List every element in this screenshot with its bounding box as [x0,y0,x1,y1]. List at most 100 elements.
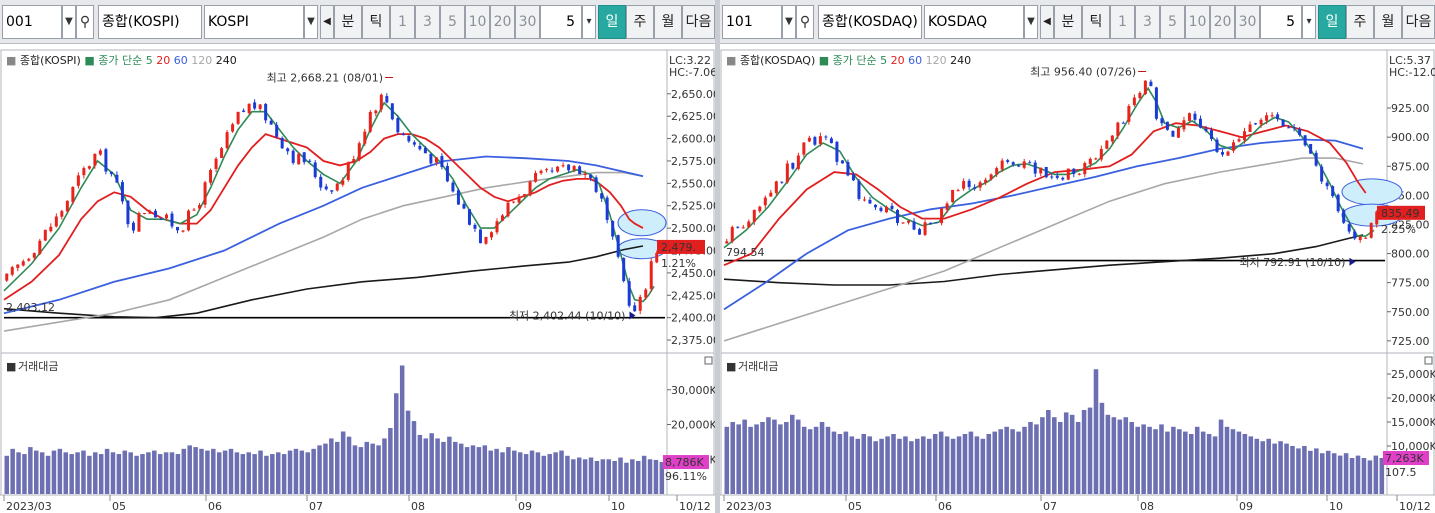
volume-bar [340,431,346,494]
candle-body [236,111,240,124]
candle-body [1160,118,1164,124]
panel-divider[interactable] [715,0,720,513]
volume-bar [211,448,216,494]
count-input[interactable]: 5 [540,5,582,39]
candle-body [148,212,152,214]
period-tick-button[interactable]: 틱 [1082,5,1110,39]
volume-bar [778,424,783,494]
candle-body [225,132,229,149]
period-30-button[interactable]: 30 [515,5,540,39]
next-button[interactable]: 다음 [1402,5,1435,39]
candle-body [1320,166,1324,182]
period-30-button[interactable]: 30 [1235,5,1260,39]
candle-body [247,103,251,114]
symbol-dropdown-icon[interactable]: ▼ [1024,5,1038,39]
volume-bar [849,436,855,494]
volume-bar [748,426,753,494]
volume-bar [1087,407,1093,494]
search-icon[interactable]: ⚲ [796,5,814,39]
y-tick-label: 2,550.00 [671,177,715,190]
volume-bar [879,438,884,494]
volume-bar [482,445,488,494]
period-10-button[interactable]: 10 [1185,5,1210,39]
candle-body [1209,130,1213,139]
volume-bar [311,448,316,494]
volume-bar [87,455,92,494]
volume-bar [724,426,730,494]
interval-month-button[interactable]: 월 [654,5,682,39]
period-10-button[interactable]: 10 [465,5,490,39]
volume-bar [506,447,511,494]
candle-body [796,155,800,169]
volume-title: 거래대금 [738,360,778,373]
interval-week-button[interactable]: 주 [1346,5,1374,39]
x-tick-label: 07 [309,500,323,513]
search-icon[interactable]: ⚲ [76,5,94,39]
period-1-button[interactable]: 1 [390,5,415,39]
count-dropdown-icon[interactable]: ▾ [1302,5,1316,39]
ma60-line [3,155,644,315]
interval-day-button[interactable]: 일 [598,5,626,39]
period-3-button[interactable]: 3 [415,5,440,39]
volume-bar [612,461,617,494]
period-1-button[interactable]: 1 [1110,5,1135,39]
candle-body [1083,163,1087,175]
code-dropdown-icon[interactable]: ▼ [782,5,796,39]
candle-body [93,153,97,166]
y-tick-label: 775.00 [1391,277,1430,290]
volume-bar [246,452,251,494]
volume-bar [110,452,116,494]
period-5-button[interactable]: 5 [1160,5,1185,39]
candle-body [1138,92,1142,98]
symbol-select[interactable]: KOSDAQ [924,5,1024,39]
volume-close-icon[interactable] [704,356,713,365]
prev-arrow-icon[interactable]: ◀ [320,5,334,39]
ma120-line [723,157,1364,342]
ma5-line [723,86,1375,249]
candle-body [43,229,47,241]
candle-body [1127,106,1131,122]
volume-bar [606,459,611,494]
kosdaq-chart[interactable]: ■ 종합(KOSDAQ) ■ 종가 단순 5 20 60 120 240 LC:5… [720,44,1435,513]
period-minute-button[interactable]: 분 [334,5,362,39]
candle-body [346,162,350,180]
interval-week-button[interactable]: 주 [626,5,654,39]
volume-bar [790,414,795,494]
candle-body [1077,173,1081,175]
candle-body [616,235,620,257]
candle-body [929,222,933,224]
volume-close-icon[interactable] [1424,356,1433,365]
candle-body [137,213,141,232]
candle-body [142,213,146,215]
volume-bar [1022,426,1027,494]
volume-bar [641,455,647,494]
count-input[interactable]: 5 [1260,5,1302,39]
period-20-button[interactable]: 20 [490,5,515,39]
prev-arrow-icon[interactable]: ◀ [1040,5,1054,39]
next-button[interactable]: 다음 [682,5,715,39]
candle-body [1369,223,1373,238]
period-3-button[interactable]: 3 [1135,5,1160,39]
volume-bar [264,455,269,494]
volume-bar [559,450,564,494]
symbol-select[interactable]: KOSPI [204,5,304,39]
period-5-button[interactable]: 5 [440,5,465,39]
interval-day-button[interactable]: 일 [1318,5,1346,39]
kosdaq-toolbar: 101 ▼ ⚲ 종합(KOSDAQ) KOSDAQ ▼ ◀ 분 틱 1 3 5 … [720,0,1435,44]
code-input[interactable]: 001 [2,5,62,39]
volume-bar [1177,429,1182,494]
symbol-dropdown-icon[interactable]: ▼ [304,5,318,39]
count-dropdown-icon[interactable]: ▾ [582,5,596,39]
period-minute-button[interactable]: 분 [1054,5,1082,39]
interval-month-button[interactable]: 월 [1374,5,1402,39]
volume-bar [63,452,69,494]
code-input[interactable]: 101 [722,5,782,39]
candle-body [368,112,372,132]
period-tick-button[interactable]: 틱 [362,5,390,39]
kospi-chart[interactable]: ■ 종합(KOSPI) ■ 종가 단순 5 20 60 120 240 LC:3.… [0,44,715,513]
code-dropdown-icon[interactable]: ▼ [62,5,76,39]
period-20-button[interactable]: 20 [1210,5,1235,39]
volume-bar [541,455,547,494]
volume-bar [1290,446,1295,494]
volume-bar [986,434,992,494]
